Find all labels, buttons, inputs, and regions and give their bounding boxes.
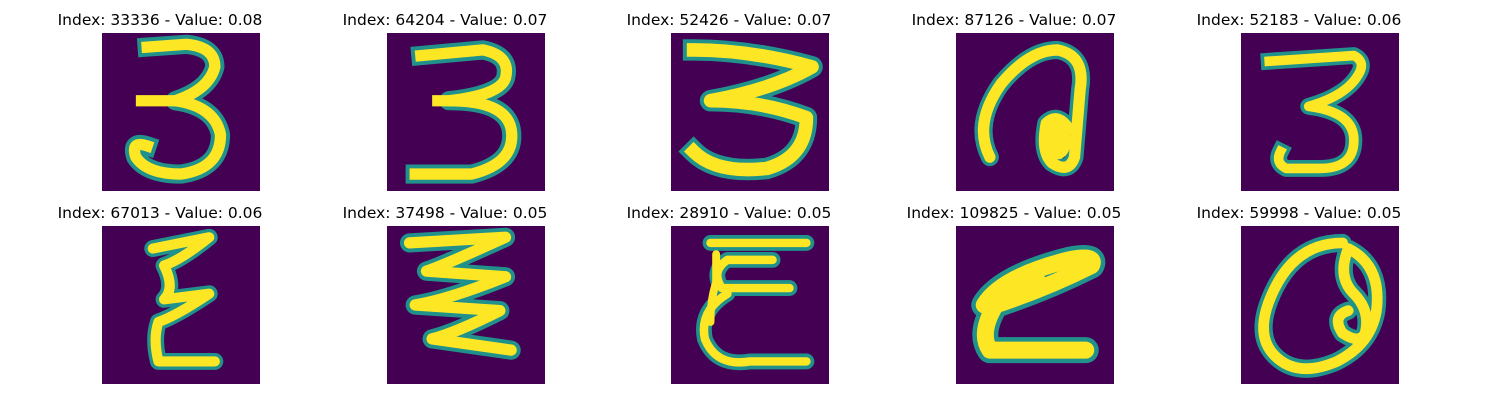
panel-8: Index: 28910 - Value: 0.05 — [614, 203, 844, 384]
panel-title: Index: 87126 - Value: 0.07 — [911, 11, 1117, 29]
panel-title: Index: 52426 - Value: 0.07 — [626, 11, 832, 29]
glyph-letter-a-loop — [974, 40, 1091, 177]
panel-6: Index: 67013 - Value: 0.06 — [45, 203, 275, 384]
panel-4: Index: 87126 - Value: 0.07 — [899, 10, 1129, 191]
panel-image — [956, 33, 1114, 191]
panel-image — [671, 33, 829, 191]
panel-10: Index: 59998 - Value: 0.05 — [1184, 203, 1414, 384]
glyph-digit-3 — [124, 34, 231, 184]
panel-title: Index: 28910 - Value: 0.05 — [626, 204, 832, 222]
panel-3: Index: 52426 - Value: 0.07 — [614, 10, 844, 191]
glyph-zigzag-3 — [399, 227, 521, 360]
panel-title: Index: 64204 - Value: 0.07 — [342, 11, 548, 29]
panel-image — [956, 226, 1114, 384]
panel-image — [671, 226, 829, 384]
panel-image — [1241, 33, 1399, 191]
glyph-zigzag-z — [144, 228, 224, 370]
panel-title: Index: 52183 - Value: 0.06 — [1196, 11, 1402, 29]
panel-title: Index: 37498 - Value: 0.05 — [342, 204, 548, 222]
panel-image — [387, 226, 545, 384]
glyph-epsilon-e — [696, 235, 815, 371]
glyph-loop-a — [1254, 233, 1387, 378]
glyph-digit-3 — [1260, 47, 1370, 177]
panel-image — [102, 226, 260, 384]
glyph-bold-z — [971, 245, 1106, 364]
panel-title: Index: 67013 - Value: 0.06 — [57, 204, 263, 222]
panel-image — [387, 33, 545, 191]
panel-5: Index: 52183 - Value: 0.06 — [1184, 10, 1414, 191]
panel-9: Index: 109825 - Value: 0.05 — [899, 203, 1129, 384]
glyph-digit-3-wide — [678, 39, 823, 181]
panel-title: Index: 109825 - Value: 0.05 — [906, 204, 1122, 222]
panel-2: Index: 64204 - Value: 0.07 — [330, 10, 560, 191]
glyph-digit-3 — [405, 40, 522, 184]
panel-title: Index: 59998 - Value: 0.05 — [1196, 204, 1402, 222]
panel-title: Index: 33336 - Value: 0.08 — [57, 11, 263, 29]
panel-image — [102, 33, 260, 191]
panel-1: Index: 33336 - Value: 0.08 — [45, 10, 275, 191]
panel-7: Index: 37498 - Value: 0.05 — [330, 203, 560, 384]
panel-image — [1241, 226, 1399, 384]
